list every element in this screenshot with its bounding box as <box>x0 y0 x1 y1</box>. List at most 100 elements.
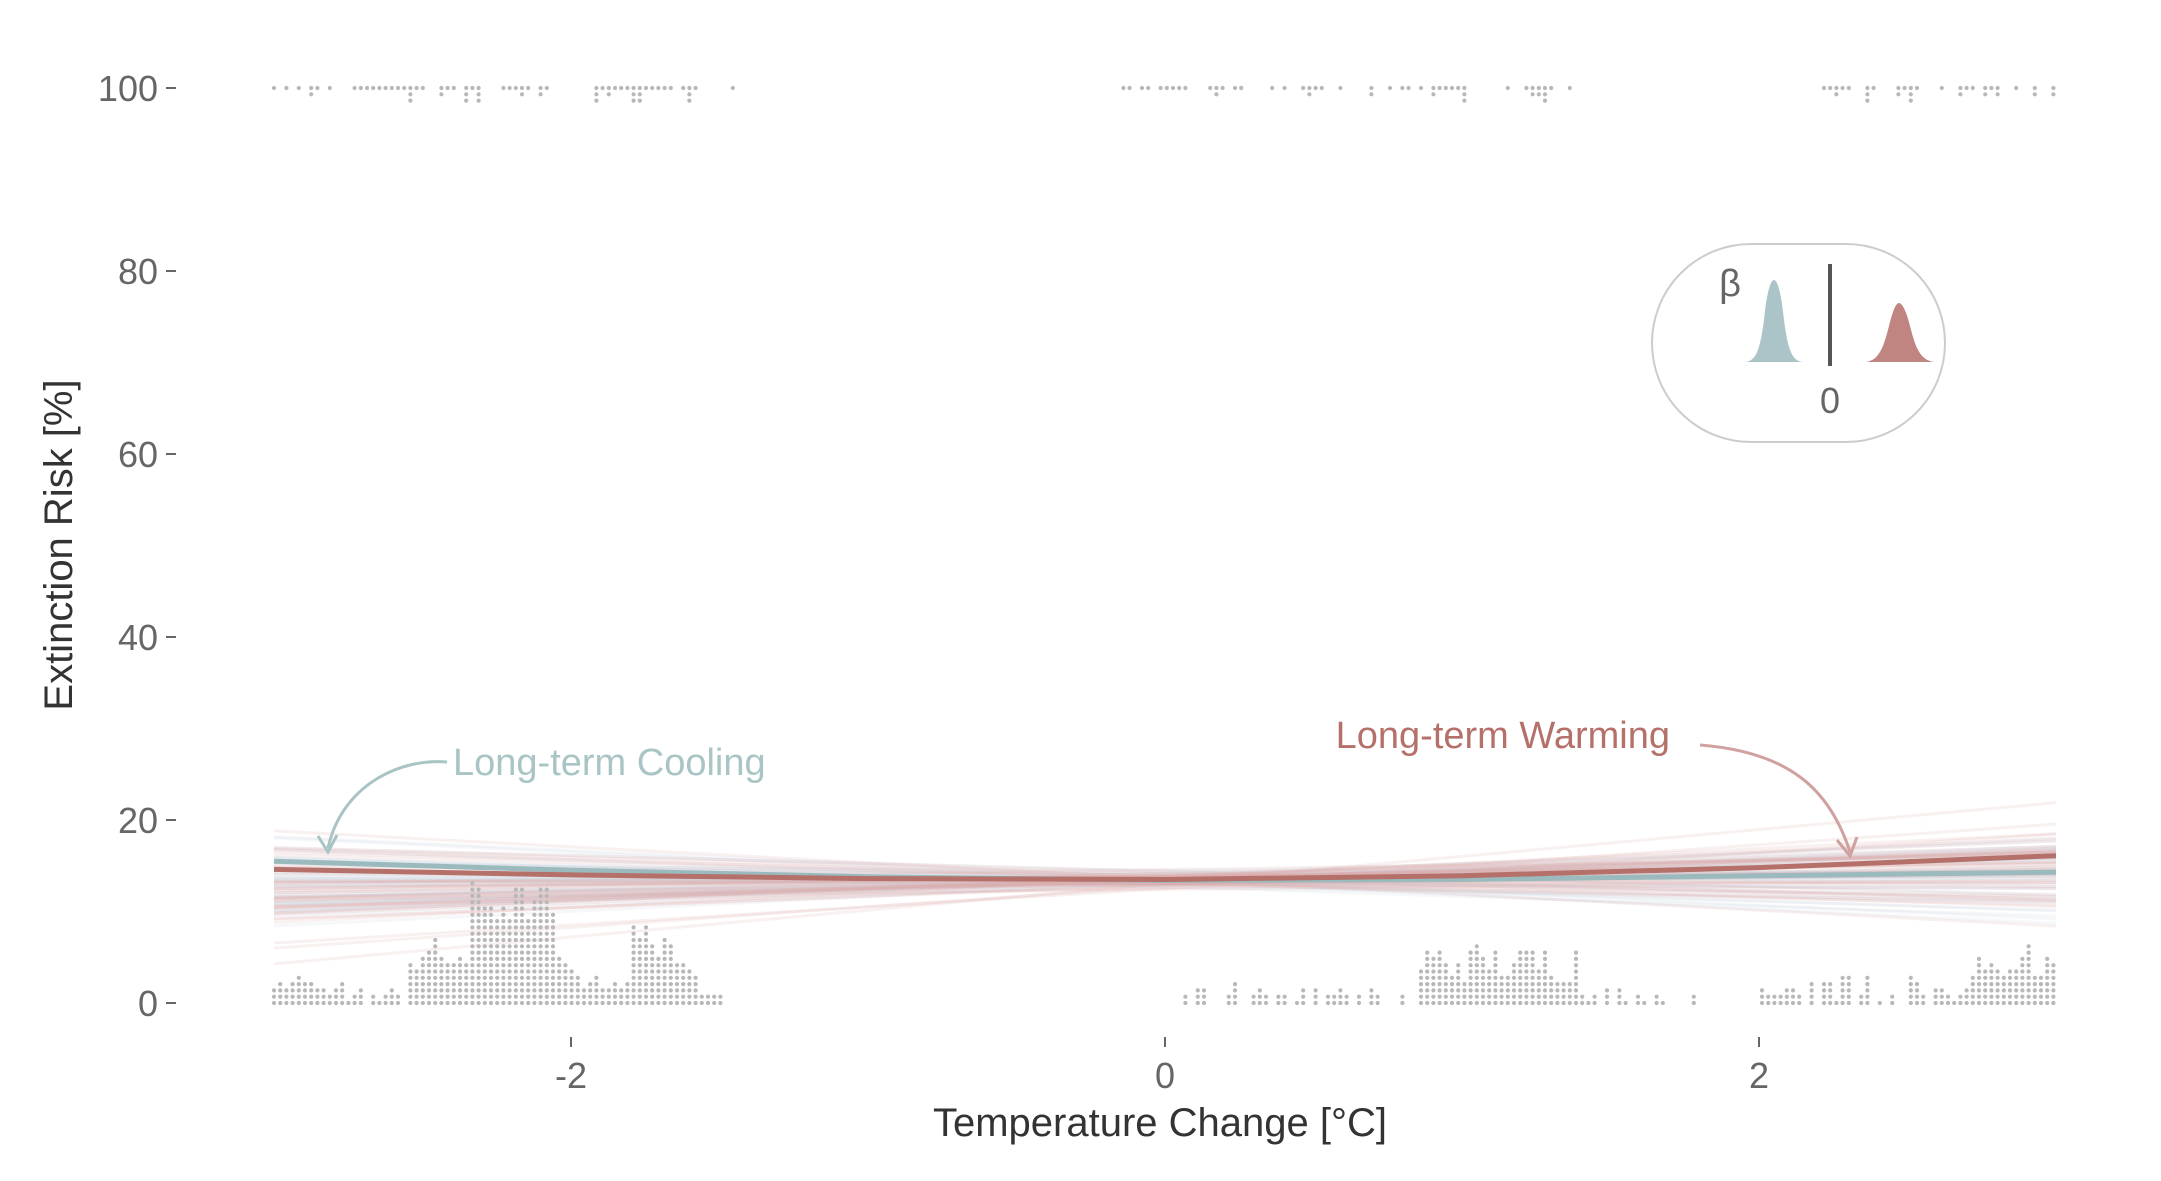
observation-dot <box>501 994 506 999</box>
observation-dot <box>457 994 463 999</box>
observation-dot <box>1536 969 1541 974</box>
observation-dot <box>1282 994 1287 999</box>
cooling-posterior-line <box>273 850 2057 918</box>
observation-dot <box>1480 963 1486 968</box>
observation-dot <box>470 912 475 917</box>
observation-dot <box>1325 1000 1331 1006</box>
observation-dot <box>433 944 438 949</box>
observation-dot <box>1567 994 1572 999</box>
observation-dot <box>507 963 512 968</box>
cooling-posterior-line <box>273 856 2057 918</box>
observation-dot <box>420 975 425 980</box>
observation-dot <box>1400 85 1405 91</box>
observation-dot <box>519 906 525 911</box>
observation-dot <box>1518 1000 1523 1006</box>
observation-dot <box>315 994 320 999</box>
observation-dot <box>1375 994 1380 999</box>
observation-dot <box>2001 988 2006 993</box>
observation-dot <box>550 912 556 917</box>
observation-dot <box>538 950 543 955</box>
warming-annotation: Long-term Warming <box>1336 715 1859 859</box>
observation-dot <box>1964 85 1969 91</box>
observation-dot <box>650 956 655 962</box>
observation-dot <box>1778 994 1783 999</box>
observation-dot <box>2026 994 2031 999</box>
observation-dot <box>544 969 549 974</box>
observation-dot <box>420 85 425 91</box>
observation-dot <box>687 1000 692 1006</box>
observation-dot <box>600 1000 605 1006</box>
observation-dot <box>495 969 500 974</box>
observation-dot <box>1914 982 1920 987</box>
observation-dot <box>668 85 673 91</box>
observation-dot <box>693 982 698 987</box>
observation-dot <box>488 969 494 974</box>
observation-dot <box>420 956 425 962</box>
observation-dot <box>668 944 673 949</box>
observation-dot <box>631 950 636 955</box>
observation-dot <box>1691 1000 1696 1006</box>
observation-dot <box>507 1000 512 1006</box>
observation-dot <box>594 994 599 999</box>
observation-dot <box>674 969 680 974</box>
observation-dot <box>637 988 642 993</box>
observation-dot <box>420 969 425 974</box>
observation-dot <box>532 944 537 949</box>
observation-dot <box>488 931 494 936</box>
observation-dot <box>1958 85 1963 91</box>
observation-dot <box>476 893 481 899</box>
observation-dot <box>340 982 345 987</box>
observation-dot <box>278 982 283 987</box>
observation-dot <box>1759 1000 1765 1006</box>
observation-dot <box>433 975 438 980</box>
observation-dot <box>1809 982 1814 987</box>
observation-dot <box>1604 1000 1610 1006</box>
observation-dot <box>513 1000 518 1006</box>
observation-dot <box>612 1000 618 1006</box>
observation-dot <box>1511 975 1517 980</box>
observation-dot <box>470 85 475 91</box>
observation-dot <box>526 1000 531 1006</box>
observation-dot <box>1654 1000 1659 1006</box>
observation-dot <box>470 1000 475 1006</box>
observation-dot <box>557 975 562 980</box>
observation-dot <box>1604 994 1610 999</box>
observation-dot <box>637 969 642 974</box>
observation-dot <box>302 994 308 999</box>
observation-dot <box>1518 956 1523 962</box>
observation-dot <box>619 1000 624 1006</box>
observation-dot <box>532 925 537 930</box>
observation-dot <box>408 85 413 91</box>
observation-dot <box>650 963 655 968</box>
observation-dot <box>668 950 673 955</box>
observation-dot <box>557 969 562 974</box>
observation-dot <box>631 944 636 949</box>
observation-dot <box>1518 950 1523 955</box>
observation-dot <box>426 1000 432 1006</box>
observation-dot <box>1487 988 1492 993</box>
observation-dot <box>482 906 487 911</box>
observation-dot <box>1524 950 1529 955</box>
observation-dot <box>1921 1000 1926 1006</box>
observation-dot <box>513 956 518 962</box>
observation-dot <box>482 1000 487 1006</box>
observation-dot <box>575 975 580 980</box>
observation-dot <box>631 937 636 943</box>
observation-dot <box>1580 1000 1585 1006</box>
observation-dot <box>495 963 500 968</box>
observation-dot <box>631 931 636 936</box>
observation-dot <box>1220 85 1225 91</box>
observation-dot <box>464 963 469 968</box>
observation-dot <box>1542 98 1548 103</box>
observation-dot <box>1797 994 1802 999</box>
observation-dot <box>1493 982 1498 987</box>
observation-dot <box>2032 85 2037 91</box>
observation-dot <box>495 944 500 949</box>
observation-dot <box>426 994 432 999</box>
observation-dot <box>1437 988 1442 993</box>
observation-dot <box>519 893 525 899</box>
observation-dot <box>513 969 518 974</box>
observation-dot <box>1592 1000 1597 1006</box>
inset-frame <box>1651 243 1946 443</box>
observation-dot <box>563 1000 568 1006</box>
